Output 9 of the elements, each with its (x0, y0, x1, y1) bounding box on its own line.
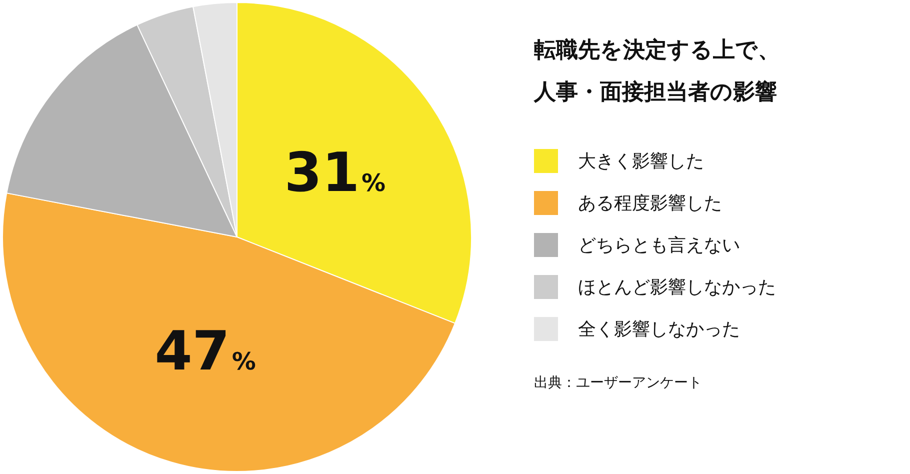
legend-label: 全く影響しなかった (578, 318, 740, 341)
legend-label: ある程度影響した (578, 192, 722, 215)
legend-label: どちらとも言えない (578, 234, 740, 257)
legend-label: 大きく影響した (578, 150, 704, 173)
data-label: 47% (154, 320, 256, 383)
text: 転職先を決定する上で、人事・面接担当者の影響 (534, 36, 781, 107)
data-label: 31% (284, 141, 386, 204)
legend-label: ほとんど影響しなかった (578, 276, 776, 299)
source-note: 出典：ユーザーアンケート (534, 374, 703, 392)
